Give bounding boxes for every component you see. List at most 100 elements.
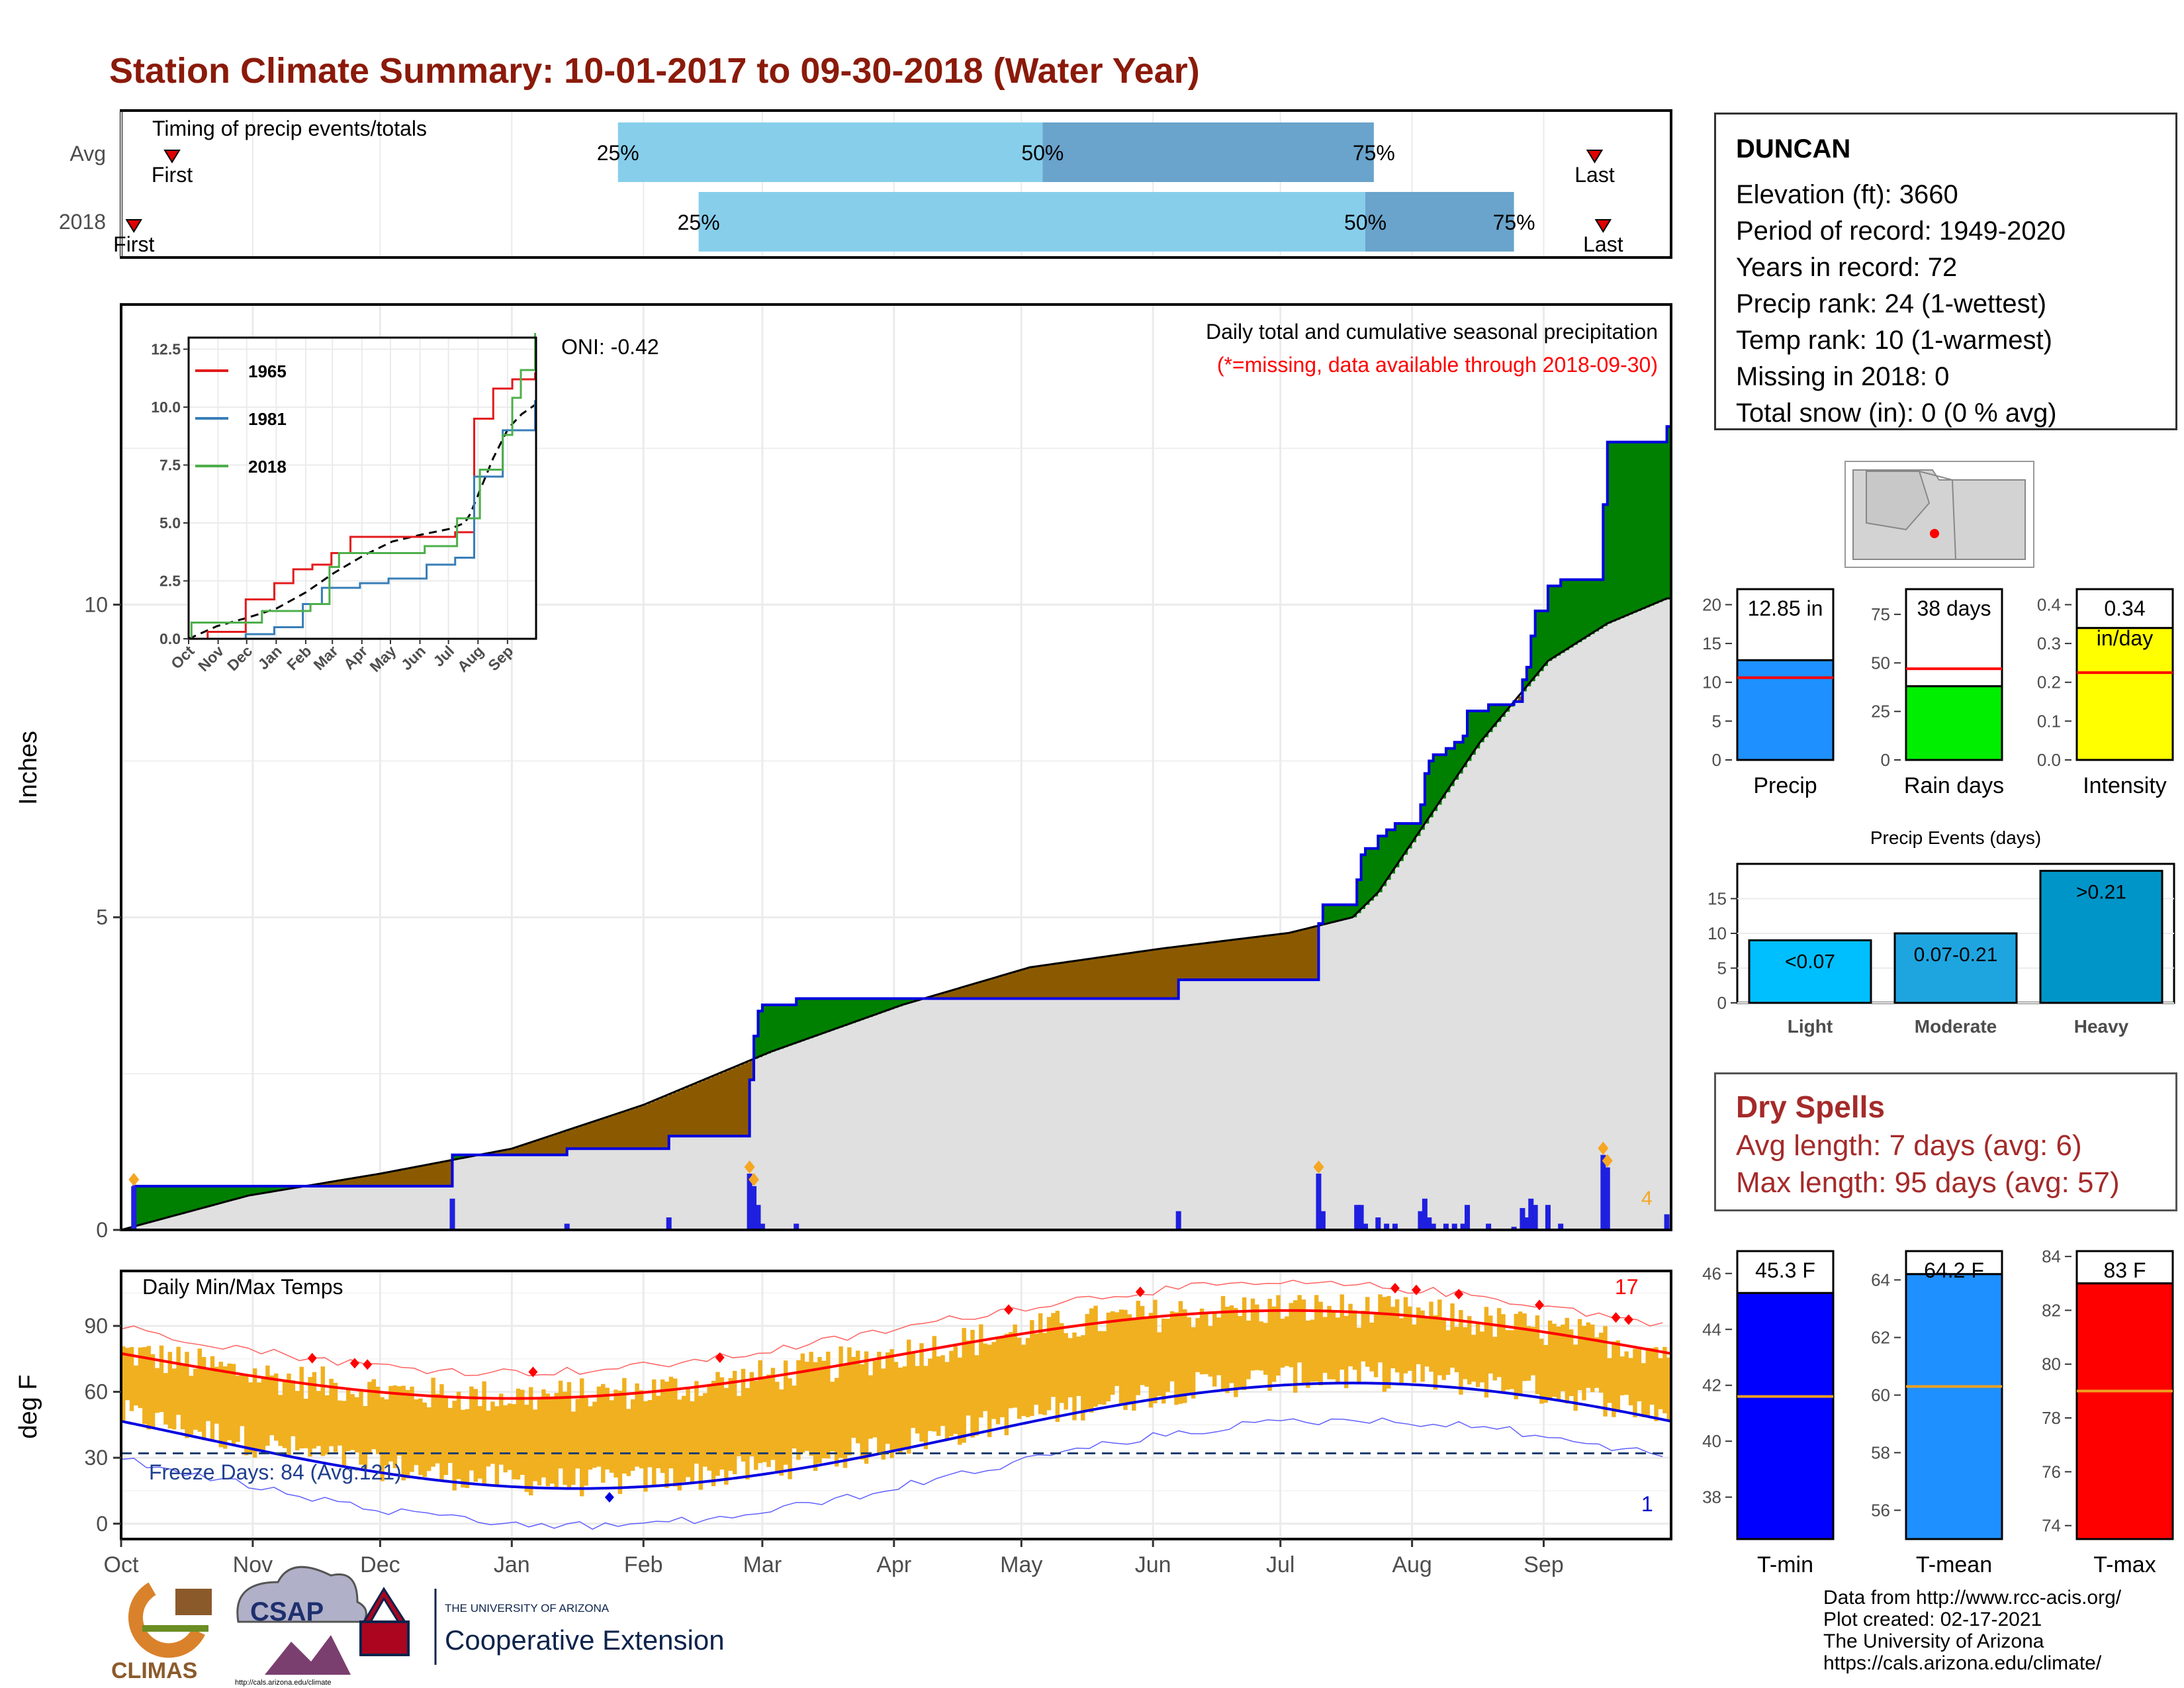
- avg-min-temp-line: [120, 1382, 1672, 1490]
- timing-marker-label: First: [113, 232, 154, 256]
- summary-bar-ytick-label: 25: [1871, 702, 1890, 722]
- inset-lines: [188, 333, 537, 640]
- climas-logo-text: CLIMAS: [111, 1658, 197, 1683]
- csap-cloud-icon: [236, 1566, 367, 1623]
- daily-precip-bar: [1520, 1207, 1525, 1230]
- timing-percent-label: 75%: [1493, 211, 1535, 234]
- precip-title: Daily total and cumulative seasonal prec…: [1206, 320, 1658, 344]
- summary-bar-value: 0.34: [2104, 596, 2145, 620]
- daily-precip-bar: [1664, 1214, 1670, 1230]
- dry-spells-max: Max length: 95 days (avg: 57): [1736, 1166, 2120, 1199]
- record-low-marker: [604, 1491, 614, 1503]
- record-high-marker: [1390, 1282, 1400, 1293]
- summary-bar-value-unit: in/day: [2097, 626, 2153, 650]
- summary-bar-ytick-label: 0.2: [2037, 673, 2061, 692]
- avg-max-temp-line: [120, 1309, 1672, 1400]
- summary-bar-ytick-label: 15: [1702, 633, 1721, 653]
- month-tick-label: Sep: [1524, 1552, 1564, 1577]
- inset-ytick-label: 7.5: [159, 457, 181, 474]
- credits-url: https://cals.arizona.edu/climate/: [1823, 1652, 2102, 1674]
- events-bar-label: 0.07-0.21: [1914, 944, 1998, 966]
- summary-bar-ytick-label: 0.3: [2037, 633, 2061, 653]
- temp-summary-fill: [1905, 1273, 2003, 1540]
- extreme-precip-marker: [1598, 1141, 1609, 1155]
- daily-precip-bar: [1363, 1223, 1369, 1230]
- map-region: [1866, 471, 1931, 531]
- climas-logo-block: [175, 1589, 212, 1615]
- month-tick-label: Jul: [1266, 1552, 1295, 1577]
- events-bar: [2039, 870, 2163, 1004]
- precip-extreme-count: 4: [1641, 1188, 1653, 1209]
- station-temp-rank: Temp rank: 10 (1-warmest): [1736, 326, 2052, 355]
- events-bar: [1748, 939, 1872, 1004]
- timing-row-2018-label: 2018: [59, 210, 106, 234]
- record-high-marker: [1412, 1284, 1422, 1295]
- events-ytick-label: 15: [1707, 889, 1727, 909]
- station-elevation: Elevation (ft): 3660: [1736, 180, 1958, 209]
- summary-bar-ytick-label: 0: [1881, 750, 1890, 770]
- temp-summary-top: [1736, 1250, 1835, 1294]
- temp-summary-t-mean: 64.2 F 56 58 60 62 64 T-mean: [1871, 1250, 2003, 1577]
- events-bar-label: <0.07: [1785, 951, 1835, 973]
- temp-summary-ytick-label: 44: [1702, 1319, 1721, 1339]
- summary-bar-top: [1736, 588, 1835, 661]
- record-high-marker: [528, 1366, 538, 1378]
- timing-marker-triangle: [125, 219, 143, 233]
- observed-cumulative-line: [121, 425, 1671, 1231]
- daily-precip-bar: [759, 1223, 765, 1230]
- temp-summary-fill: [1736, 1291, 1835, 1540]
- temp-summary-ytick-label: 82: [2042, 1300, 2061, 1320]
- credits-plot-date: Plot created: 02-17-2021: [1823, 1609, 2042, 1630]
- events-title: Precip Events (days): [1870, 827, 2041, 848]
- csap-logo: CSAP http://cals.arizona.edu/climate: [235, 1566, 367, 1687]
- events-category-label: Light: [1788, 1016, 1833, 1037]
- summary-bar-ytick-label: 20: [1702, 594, 1721, 614]
- daily-precip-bar: [1511, 1227, 1517, 1230]
- summary-bar-label: Precip: [1753, 773, 1817, 798]
- cold-day-count: 1: [1641, 1492, 1653, 1516]
- precip-ytick-label: 0: [96, 1218, 108, 1242]
- daily-precip-bar: [1486, 1223, 1492, 1230]
- month-axis: Oct Nov Dec Jan Feb Mar Apr May Jun Jul Aug Sep: [104, 1539, 1564, 1577]
- temp-summary-label: T-mean: [1916, 1552, 1992, 1577]
- events-bar-label: >0.21: [2076, 882, 2126, 904]
- daily-precip-bar: [1430, 1223, 1436, 1230]
- summary-bar-value: 38 days: [1917, 596, 1991, 620]
- inset-ytick-label: 0.0: [159, 630, 181, 647]
- dry-spells-avg: Avg length: 7 days (avg: 6): [1736, 1129, 2082, 1162]
- dry-spells-title: Dry Spells: [1736, 1090, 1885, 1124]
- daily-precip-bar: [1460, 1223, 1466, 1230]
- timing-percent-label: 25%: [678, 211, 720, 234]
- temp-summary-label: T-min: [1757, 1552, 1813, 1577]
- timing-panel-label: Timing of precip events/totals: [152, 117, 427, 140]
- daily-precip-bar: [1451, 1223, 1457, 1230]
- summary-bars: 12.85 in 0 5 10 15 20 Precip 38 days 0 25 50 75 Rain…: [1702, 588, 2174, 798]
- station-missing: Missing in 2018: 0: [1736, 362, 1950, 391]
- below-average-area: [125, 696, 1523, 1230]
- inset-line-1981: [189, 400, 537, 640]
- daily-precip-bar: [1426, 1217, 1432, 1230]
- events-category-label: Moderate: [1915, 1016, 1997, 1037]
- temp-summary-ytick-label: 58: [1871, 1443, 1890, 1463]
- daily-precip-bar: [131, 1186, 137, 1230]
- timing-panel: Timing of precip events/totals Avg 2018 …: [59, 109, 1672, 259]
- timing-labels: 25% 50% 75% First Last 25% 50% 75% First Last: [113, 141, 1623, 256]
- inset-legend: 1965 1981 2018: [195, 361, 287, 477]
- month-tick-label: Nov: [233, 1552, 273, 1577]
- precip-areas: [120, 425, 1672, 1231]
- daily-precip-bar: [1422, 1198, 1428, 1230]
- daily-precip-bar: [1392, 1223, 1398, 1230]
- daily-precip-bar: [1175, 1211, 1181, 1230]
- summary-bar-ytick-label: 0.0: [2037, 750, 2061, 770]
- arizona-locator-map: [1844, 461, 2034, 568]
- timing-bar-q2: [698, 192, 1366, 252]
- temp-ytick-label: 0: [96, 1512, 108, 1536]
- temp-summary-ytick-label: 74: [2042, 1516, 2061, 1536]
- month-tick-label: May: [1000, 1552, 1042, 1577]
- summary-bar-label: Rain days: [1904, 773, 2004, 798]
- daily-precip-bar: [1524, 1217, 1529, 1230]
- temp-ylabel: deg F: [15, 1374, 42, 1438]
- precip-ylabel: Inches: [15, 731, 42, 805]
- ua-a-icon: [362, 1587, 407, 1623]
